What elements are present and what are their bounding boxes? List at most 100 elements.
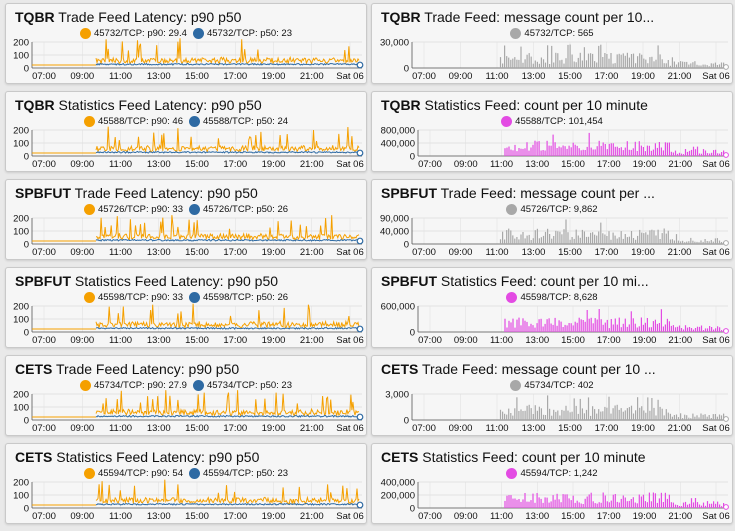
panel-title[interactable]: TQBR Trade Feed: message count per 10... [381, 9, 726, 25]
panel-title[interactable]: TQBR Trade Feed Latency: p90 p50 [15, 9, 360, 25]
panel-chart[interactable]: 3,000 007:00 09:00 11:00 13:00 15:00 17:00 19:0… [372, 356, 733, 436]
panel-chart[interactable]: 30,000 007:00 09:00 11:00 13:00 15:00 17:00 19:… [372, 4, 733, 84]
legend-item[interactable]: 45594/TCP: p50: 23 [189, 466, 288, 480]
count-bar [632, 413, 635, 420]
legend-item[interactable]: 45594/TCP: 1,242 [506, 466, 598, 480]
count-bar [564, 146, 566, 156]
panel-chart[interactable]: 200 100 007:00 09:00 11:00 13:00 15:00 17:00 19:… [6, 4, 367, 84]
count-bar [723, 413, 725, 420]
panel-cets-stats-latency[interactable]: CETS Statistics Feed Latency: p90 p50 455… [5, 443, 367, 524]
legend-item[interactable]: 45732/TCP: p50: 23 [192, 26, 292, 40]
panel-tqbr-trade-latency[interactable]: TQBR Trade Feed Latency: p90 p50 45732/TC… [5, 3, 367, 84]
legend-item[interactable]: 45734/TCP: 402 [510, 378, 594, 392]
legend-item[interactable]: 45598/TCP: p50: 26 [189, 290, 288, 304]
legend-item[interactable]: 45598/TCP: 8,628 [506, 290, 598, 304]
count-bar [614, 63, 616, 68]
panel-spbfut-stats-latency[interactable]: SPBFUT Statistics Feed Latency: p90 p50 4… [5, 267, 367, 348]
panel-spbfut-stats-count[interactable]: SPBFUT Statistics Feed: count per 10 mi.… [371, 267, 733, 348]
panel-title[interactable]: SPBFUT Statistics Feed Latency: p90 p50 [15, 273, 360, 289]
count-bar [645, 412, 647, 420]
panel-legend: 45594/TCP: p90: 54 45594/TCP: p50: 23 [6, 466, 366, 480]
x-tick-label: 17:00 [597, 159, 621, 170]
panel-cets-trade-count[interactable]: CETS Trade Feed: message count per 10 ..… [371, 355, 733, 436]
count-bar [708, 415, 710, 420]
count-bar [682, 418, 684, 420]
count-bar [542, 235, 545, 244]
count-bar [664, 142, 666, 156]
count-bar [590, 492, 592, 508]
legend-item[interactable]: 45588/TCP: p50: 24 [189, 114, 288, 128]
count-bar [524, 410, 526, 420]
count-bar [571, 411, 573, 420]
panel-title[interactable]: CETS Statistics Feed: count per 10 minut… [381, 449, 726, 465]
count-bar [538, 141, 540, 156]
count-bar [649, 57, 651, 68]
legend-item[interactable]: 45594/TCP: p90: 54 [83, 466, 183, 480]
panel-spbfut-trade-latency[interactable]: SPBFUT Trade Feed Latency: p90 p50 45726/… [5, 179, 367, 260]
x-tick-label: 15:00 [558, 247, 582, 258]
count-bar [606, 501, 608, 508]
panel-chart[interactable]: 200 100 007:00 09:00 11:00 13:00 15:00 17:00 19:… [6, 180, 367, 260]
count-bar [614, 318, 616, 332]
panel-title[interactable]: TQBR Statistics Feed Latency: p90 p50 [15, 97, 360, 113]
series-line-p90 [95, 126, 360, 154]
count-bar [622, 53, 624, 68]
panel-tqbr-trade-count[interactable]: TQBR Trade Feed: message count per 10...… [371, 3, 733, 84]
panel-cets-stats-count[interactable]: CETS Statistics Feed: count per 10 minut… [371, 443, 733, 524]
count-bar [542, 59, 545, 68]
panel-chart[interactable]: 200 100 007:00 09:00 11:00 13:00 15:00 17:00 19:… [6, 268, 367, 348]
panel-chart[interactable]: 90,000 40,000 007:00 09:00 11:00 13:00 15:00 17… [372, 180, 733, 260]
panel-title[interactable]: TQBR Statistics Feed: count per 10 minut… [381, 97, 726, 113]
panel-title[interactable]: SPBFUT Trade Feed: message count per ... [381, 185, 726, 201]
count-bar [542, 502, 544, 508]
count-bar [602, 492, 604, 508]
count-bar [690, 237, 692, 244]
count-bar [692, 413, 694, 420]
count-bar [626, 237, 628, 244]
count-bar [711, 503, 713, 508]
panel-cets-trade-latency[interactable]: CETS Trade Feed Latency: p90 p50 45734/TC… [5, 355, 367, 436]
panel-title[interactable]: CETS Trade Feed: message count per 10 ..… [381, 361, 726, 377]
panel-chart[interactable]: 400,000 200,000 007:00 09:00 11:00 13:00 15:00… [372, 444, 733, 524]
legend-item[interactable]: 45726/TCP: 9,862 [506, 202, 598, 216]
panel-tqbr-stats-latency[interactable]: TQBR Statistics Feed Latency: p90 p50 455… [5, 91, 367, 172]
count-bar [692, 502, 695, 508]
legend-item[interactable]: 45726/TCP: p50: 26 [189, 202, 288, 216]
legend-item[interactable]: 45588/TCP: p90: 46 [83, 114, 183, 128]
panel-title[interactable]: SPBFUT Trade Feed Latency: p90 p50 [15, 185, 360, 201]
count-bar [649, 410, 651, 420]
panel-title[interactable]: CETS Statistics Feed Latency: p90 p50 [15, 449, 360, 465]
count-bar [569, 412, 571, 420]
panel-spbfut-trade-count[interactable]: SPBFUT Trade Feed: message count per ...… [371, 179, 733, 260]
count-bar [566, 494, 568, 508]
x-tick-label: Sat 06 [336, 335, 363, 346]
panel-tqbr-stats-count[interactable]: TQBR Statistics Feed: count per 10 minut… [371, 91, 733, 172]
count-bar [628, 149, 630, 156]
legend-item[interactable]: 45734/TCP: p90: 27.9 [79, 378, 187, 392]
count-bar [647, 397, 649, 420]
legend-item[interactable]: 45732/TCP: p90: 29.4 [79, 26, 187, 40]
count-bar [644, 151, 646, 156]
count-bar [554, 142, 556, 156]
panel-chart[interactable]: 800,000 400,000 007:00 09:00 11:00 13:00 15:00… [372, 92, 733, 172]
legend-item[interactable]: 45598/TCP: p90: 33 [83, 290, 183, 304]
panel-chart[interactable]: 200 100 007:00 09:00 11:00 13:00 15:00 17:00 19:… [6, 92, 367, 172]
count-bar [594, 503, 596, 508]
panel-chart[interactable]: 600,000 007:00 09:00 11:00 13:00 15:00 17:00 19… [372, 268, 733, 348]
panel-chart[interactable]: 200 100 007:00 09:00 11:00 13:00 15:00 17:00 19:… [6, 444, 367, 524]
count-bar [604, 406, 606, 420]
legend-item[interactable]: 45734/TCP: p50: 23 [192, 378, 292, 392]
count-bar [700, 413, 702, 420]
x-tick-label: 17:00 [223, 71, 247, 82]
panel-title[interactable]: CETS Trade Feed Latency: p90 p50 [15, 361, 360, 377]
last-point-marker [723, 328, 729, 334]
count-bar [620, 231, 622, 244]
count-bar [580, 319, 582, 332]
panel-title[interactable]: SPBFUT Statistics Feed: count per 10 mi.… [381, 273, 726, 289]
count-bar [678, 325, 681, 332]
panel-chart[interactable]: 200 100 007:00 09:00 11:00 13:00 15:00 17:00 19:… [6, 356, 367, 436]
x-tick-label: 07:00 [32, 511, 56, 522]
legend-item[interactable]: 45726/TCP: p90: 33 [83, 202, 183, 216]
legend-item[interactable]: 45732/TCP: 565 [510, 26, 594, 40]
legend-item[interactable]: 45588/TCP: 101,454 [501, 114, 603, 128]
